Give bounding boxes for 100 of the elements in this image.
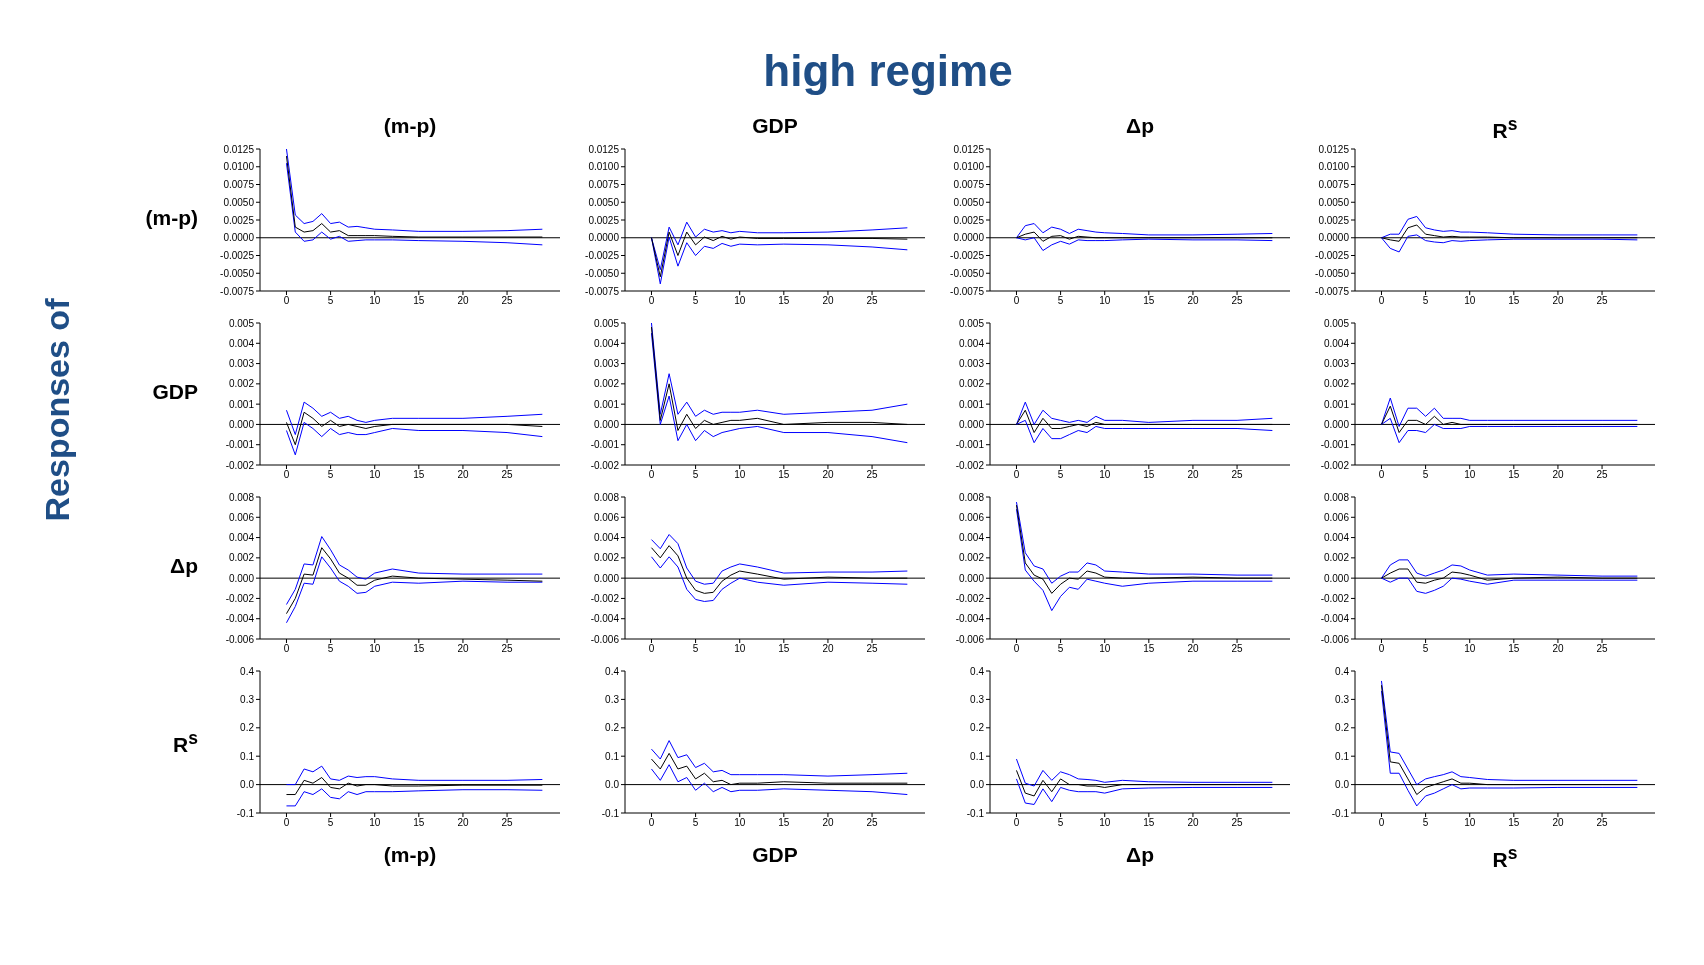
y-tick-label: -0.002 <box>590 459 620 471</box>
chart-title: R$^{s}$ <box>1491 114 1519 143</box>
y-tick-label: 0.002 <box>1323 552 1350 564</box>
y-tick-label: 0.0075 <box>588 179 620 191</box>
y-tick-label: 0.004 <box>228 532 255 544</box>
x-tick-label: 20 <box>1187 817 1199 829</box>
x-tick-label: 15 <box>778 643 790 655</box>
x-tick-label: 5 <box>692 817 699 829</box>
x-tick-label: 15 <box>1143 817 1155 829</box>
y-tick-label: 0.0050 <box>1318 196 1350 208</box>
y-tick-label: -0.1 <box>966 807 985 819</box>
chart-title: GDP <box>751 114 799 138</box>
x-tick-label: 10 <box>1099 295 1111 307</box>
x-tick-label: 15 <box>1143 295 1155 307</box>
y-tick-label: 0.005 <box>958 317 985 329</box>
y-tick-label: -0.002 <box>1320 592 1350 604</box>
y-tick-label: 0.000 <box>593 572 620 584</box>
x-tick-label: 0 <box>283 817 290 829</box>
y-tick-label: 0.0025 <box>953 214 985 226</box>
text: high regime <box>762 46 1014 96</box>
y-tick-label: -0.002 <box>955 592 985 604</box>
y-tick-label: 0.1 <box>970 750 985 762</box>
y-tick-label: 0.004 <box>593 337 620 349</box>
x-tick-label: 0 <box>1378 469 1385 481</box>
x-tick-label: 5 <box>1057 643 1064 655</box>
x-tick-label: 25 <box>1231 295 1244 307</box>
y-tick-label: 0.002 <box>958 378 985 390</box>
x-tick-label: 10 <box>369 295 381 307</box>
y-tick-label: -0.002 <box>590 592 620 604</box>
y-tick-label: 0.1 <box>1335 750 1350 762</box>
y-tick-label: -0.0025 <box>220 250 255 262</box>
x-tick-label: 15 <box>778 817 790 829</box>
x-axis-title: GDP <box>751 843 799 867</box>
y-tick-label: 0.008 <box>593 491 620 503</box>
x-tick-label: 15 <box>1143 643 1155 655</box>
y-tick-label: 0.001 <box>228 398 255 410</box>
y-tick-label: 0.006 <box>228 511 255 523</box>
y-tick-label: 0.005 <box>593 317 620 329</box>
x-tick-label: 0 <box>648 469 655 481</box>
x-tick-label: 5 <box>1057 295 1064 307</box>
x-tick-label: 20 <box>1552 643 1564 655</box>
x-tick-label: 25 <box>1596 643 1609 655</box>
y-tick-label: 0.3 <box>240 693 255 705</box>
y-tick-label: 0.2 <box>1335 722 1350 734</box>
x-tick-label: 25 <box>501 643 514 655</box>
y-tick-label: -0.0050 <box>950 267 985 279</box>
y-tick-label: 0.0050 <box>588 196 620 208</box>
y-tick-label: -0.004 <box>955 613 985 625</box>
y-tick-label: 0.0000 <box>1318 232 1350 244</box>
x-tick-label: 0 <box>283 643 290 655</box>
y-tick-label: 0.0025 <box>223 214 255 226</box>
y-tick-label: -0.002 <box>1320 459 1350 471</box>
x-tick-label: 25 <box>866 817 879 829</box>
y-tick-label: 0.0050 <box>223 196 255 208</box>
x-tick-label: 15 <box>413 643 425 655</box>
x-tick-label: 5 <box>1422 817 1429 829</box>
x-tick-label: 25 <box>501 469 514 481</box>
y-tick-label: 0.006 <box>593 511 620 523</box>
y-tick-label: -0.0025 <box>1315 250 1350 262</box>
y-tick-label: 0.0125 <box>588 143 620 155</box>
x-tick-label: 25 <box>1596 817 1609 829</box>
x-tick-label: 0 <box>648 643 655 655</box>
x-tick-label: 0 <box>1013 469 1020 481</box>
x-tick-label: 15 <box>778 295 790 307</box>
x-tick-label: 5 <box>692 295 699 307</box>
x-tick-label: 20 <box>1187 295 1199 307</box>
y-tick-label: -0.004 <box>225 613 255 625</box>
y-tick-label: -0.001 <box>1320 439 1350 451</box>
x-tick-label: 20 <box>822 817 834 829</box>
y-tick-label: 0.0025 <box>1318 214 1350 226</box>
y-tick-label: 0.002 <box>593 552 620 564</box>
y-tick-label: 0.3 <box>605 693 620 705</box>
y-tick-label: -0.0075 <box>1315 285 1350 297</box>
x-tick-label: 5 <box>1057 469 1064 481</box>
y-axis-title: GDP <box>151 380 198 404</box>
chart-title: (m-p) <box>382 114 438 138</box>
y-tick-label: -0.0050 <box>585 267 620 279</box>
x-tick-label: 20 <box>1552 817 1564 829</box>
x-tick-label: 20 <box>457 643 469 655</box>
y-tick-label: -0.004 <box>1320 613 1350 625</box>
y-tick-label: -0.0050 <box>1315 267 1350 279</box>
x-tick-label: 15 <box>1508 817 1520 829</box>
x-tick-label: 25 <box>501 295 514 307</box>
y-tick-label: -0.006 <box>225 633 255 645</box>
x-tick-label: 5 <box>327 295 334 307</box>
x-tick-label: 0 <box>1013 295 1020 307</box>
x-tick-label: 25 <box>1596 469 1609 481</box>
x-tick-label: 0 <box>283 469 290 481</box>
x-tick-label: 10 <box>1464 643 1476 655</box>
x-tick-label: 25 <box>866 295 879 307</box>
x-tick-label: 10 <box>734 643 746 655</box>
y-tick-label: 0.000 <box>228 418 255 430</box>
y-tick-label: -0.0075 <box>950 285 985 297</box>
x-tick-label: 10 <box>1099 469 1111 481</box>
y-tick-label: -0.006 <box>1320 633 1350 645</box>
x-tick-label: 10 <box>1464 295 1476 307</box>
y-tick-label: 0.0125 <box>1318 143 1350 155</box>
x-tick-label: 10 <box>734 469 746 481</box>
y-tick-label: 0.3 <box>1335 693 1350 705</box>
y-tick-label: 0.004 <box>228 337 255 349</box>
